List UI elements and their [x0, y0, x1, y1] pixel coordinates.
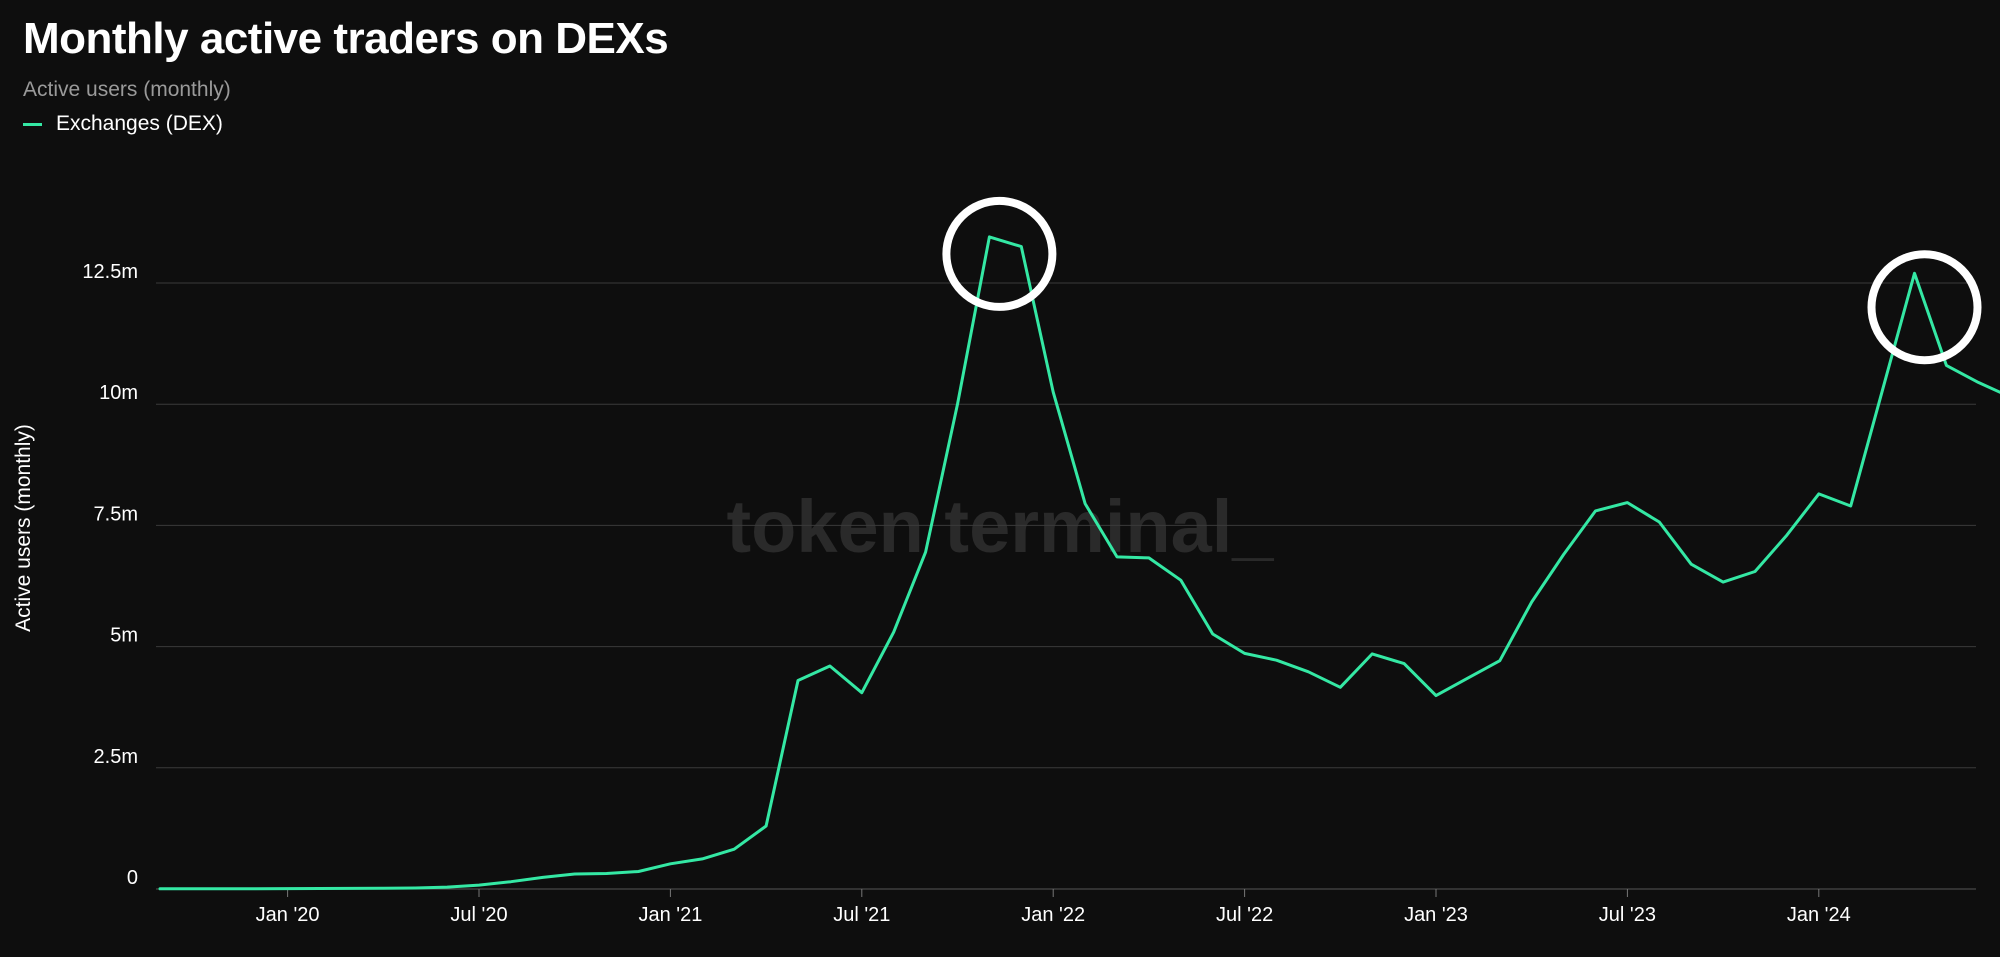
- y-tick-label: 12.5m: [82, 261, 138, 283]
- y-axis-label: Active users (monthly): [12, 424, 35, 632]
- watermark: token terminal_: [727, 485, 1275, 568]
- legend-label: Exchanges (DEX): [56, 112, 223, 135]
- chart-subtitle: Active users (monthly): [23, 78, 231, 101]
- x-tick-label: Jul '23: [1599, 904, 1656, 926]
- x-tick-label: Jul '21: [833, 904, 890, 926]
- x-tick-label: Jan '24: [1787, 904, 1851, 926]
- x-tick-label: Jan '23: [1404, 904, 1468, 926]
- series-line: [158, 235, 2000, 891]
- x-tick-label: Jan '21: [638, 904, 702, 926]
- gridlines: [156, 282, 1976, 890]
- y-axis-ticks: 0 2.5m 5m 7.5m 10m 12.5m: [82, 261, 138, 889]
- x-tick-label: Jan '22: [1021, 904, 1085, 926]
- highlight-circles: [942, 196, 1982, 365]
- y-tick-label: 2.5m: [94, 746, 138, 768]
- chart-title: Monthly active traders on DEXs: [23, 14, 669, 63]
- y-tick-label: 10m: [99, 382, 138, 404]
- x-tick-label: Jan '20: [256, 904, 320, 926]
- y-tick-label: 0: [127, 867, 138, 889]
- highlight-circle: [942, 196, 1057, 311]
- legend-swatch: [23, 122, 42, 126]
- series-group: [158, 235, 2000, 891]
- y-tick-label: 5m: [110, 625, 138, 647]
- x-tick-label: Jul '22: [1216, 904, 1273, 926]
- y-tick-label: 7.5m: [94, 503, 138, 525]
- legend[interactable]: Exchanges (DEX): [23, 112, 223, 136]
- highlight-circle: [1867, 250, 1982, 365]
- x-axis-ticks: Jan '20 Jul '20 Jan '21 Jul '21 Jan '22 Jul '…: [256, 889, 1851, 926]
- x-tick-label: Jul '20: [450, 904, 507, 926]
